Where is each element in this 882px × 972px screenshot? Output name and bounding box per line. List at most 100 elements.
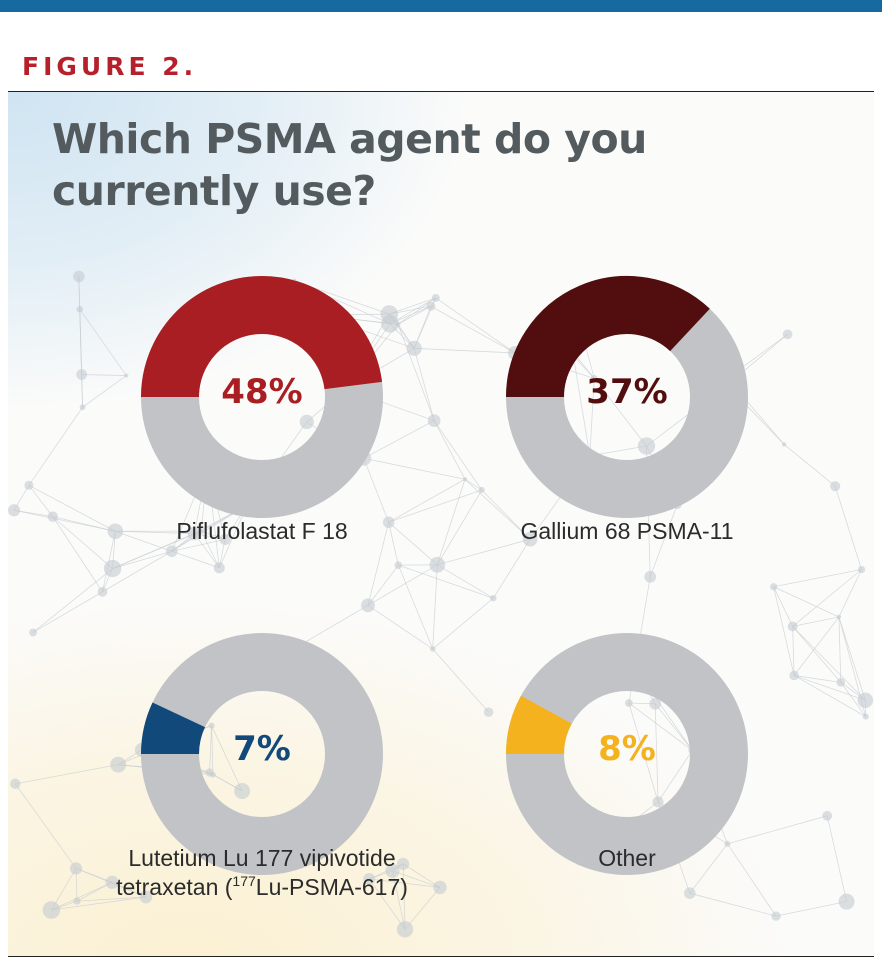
network-node [406, 340, 422, 356]
network-link [211, 725, 214, 775]
network-node [165, 545, 178, 558]
network-link [388, 522, 399, 566]
category-label-lutetium: Lutetium Lu 177 vipivotide tetraxetan (1… [62, 844, 462, 902]
donut-slice-lutetium [141, 702, 206, 756]
network-node [857, 565, 866, 574]
network-node [429, 646, 436, 652]
network-link [115, 530, 195, 534]
network-node [836, 614, 842, 620]
network-node [857, 692, 874, 709]
network-link [76, 896, 146, 902]
network-link [773, 569, 862, 588]
donut-svg [506, 633, 748, 875]
network-node [73, 897, 81, 905]
network-link [793, 675, 866, 717]
network-link [727, 843, 777, 917]
donut-chart-lutetium: 7% [140, 632, 384, 876]
network-link [363, 458, 390, 523]
percent-label-piflufolastat: 48% [221, 372, 303, 412]
network-link [367, 605, 433, 650]
network-link [28, 484, 116, 532]
network-link [13, 509, 116, 532]
network-link [432, 648, 489, 713]
network-link [481, 489, 531, 540]
network-link [793, 616, 840, 676]
network-link [81, 374, 83, 408]
network-link [433, 420, 483, 491]
network-link [52, 516, 113, 569]
donut-chart-gallium: 37% [505, 275, 749, 519]
network-link [112, 550, 172, 569]
network-node [10, 778, 21, 789]
network-link [628, 702, 693, 751]
chart-title: Which PSMA agent do you currently use? [52, 115, 647, 215]
network-link [437, 564, 494, 599]
network-node [433, 880, 447, 895]
network-link [388, 521, 438, 566]
category-label-gallium: Gallium 68 PSMA-11 [520, 518, 734, 544]
donut-svg [141, 633, 383, 875]
network-node [79, 404, 86, 411]
network-link [397, 564, 434, 650]
network-node [822, 810, 833, 821]
network-link [793, 675, 841, 683]
network-node [781, 442, 787, 447]
network-node [396, 921, 414, 938]
network-link [32, 591, 103, 633]
network-node [97, 586, 108, 597]
network-node [394, 561, 403, 569]
network-link [838, 616, 866, 701]
percent-label-gallium: 37% [586, 372, 668, 412]
chart-panel: Which PSMA agent do you currently use? 4… [8, 91, 874, 957]
network-link [840, 682, 867, 717]
network-node [590, 374, 598, 382]
network-link [14, 783, 77, 869]
network-link [171, 539, 226, 552]
network-node [42, 901, 61, 919]
network-node [385, 863, 400, 878]
network-link [102, 550, 172, 593]
network-node [361, 598, 375, 613]
network-node [397, 857, 410, 871]
network-link [200, 530, 220, 568]
network-link [15, 764, 119, 785]
network-node [76, 369, 88, 380]
network-link [628, 702, 659, 802]
network-link [388, 478, 466, 523]
network-link [838, 569, 862, 618]
network-link [211, 725, 243, 792]
network-link [654, 703, 693, 751]
network-link [397, 305, 432, 325]
category-label-line-2-suffix: Lu-PSMA-617) [255, 874, 408, 900]
category-label-other: Other [598, 845, 656, 871]
network-link [773, 586, 794, 627]
percent-label-other: 8% [598, 729, 656, 769]
network-link [464, 478, 482, 491]
network-node [625, 699, 633, 707]
network-node [110, 756, 127, 773]
network-link [437, 538, 531, 566]
network-node [382, 516, 395, 529]
network-node [637, 437, 656, 455]
network-link [435, 297, 516, 354]
network-link [689, 892, 777, 917]
network-node [462, 477, 468, 482]
network-link [773, 586, 840, 618]
network-node [199, 528, 204, 534]
network-node [652, 796, 664, 808]
network-node [683, 887, 696, 900]
network-node [29, 628, 38, 637]
network-node [208, 722, 215, 729]
network-node [649, 697, 662, 710]
network-link [432, 597, 494, 650]
network-link [593, 378, 647, 447]
network-node [782, 329, 793, 340]
network-node [103, 559, 122, 578]
donut-slice-piflufolastat [141, 276, 383, 399]
network-link [792, 569, 862, 627]
network-link [792, 626, 866, 701]
network-link [589, 378, 595, 456]
network-link [367, 564, 399, 606]
network-link [82, 375, 127, 408]
network-link [115, 530, 172, 552]
